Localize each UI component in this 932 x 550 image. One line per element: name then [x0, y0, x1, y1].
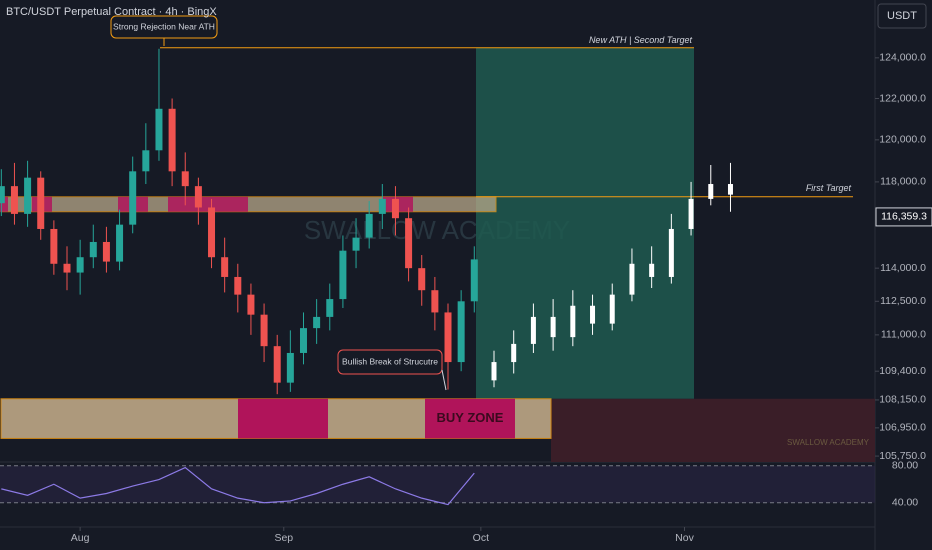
- candle-body: [727, 184, 733, 195]
- target-box: [476, 47, 694, 399]
- annotation-box: [337, 349, 443, 375]
- candle-body: [470, 259, 478, 302]
- rsi-tick-label: 80.00: [892, 459, 918, 471]
- candle-body: [431, 290, 439, 313]
- candle-body: [102, 241, 110, 262]
- candle-body: [24, 177, 32, 214]
- candle-body: [286, 352, 294, 383]
- candle-body: [142, 150, 150, 172]
- candle-body: [629, 263, 635, 295]
- buy-highlight: [238, 398, 328, 439]
- annotation: Strong Rejection Near ATH: [113, 21, 215, 31]
- buy-zone-label: BUY ZONE: [437, 410, 504, 425]
- currency-button[interactable]: [877, 3, 927, 29]
- candle-body: [668, 228, 674, 277]
- candle-body: [418, 268, 426, 291]
- candle-body: [0, 186, 5, 204]
- x-tick-label: Oct: [473, 532, 489, 544]
- current-price-tag: [875, 207, 932, 227]
- candle-body: [649, 263, 655, 277]
- risk-box: [551, 398, 875, 462]
- y-tick-label: 124,000.0: [879, 52, 926, 64]
- candle-body: [708, 184, 714, 199]
- candle-body: [444, 312, 452, 363]
- y-tick-label: 108,150.0: [879, 394, 926, 406]
- candle-body: [260, 314, 268, 347]
- candle-body: [155, 108, 163, 151]
- supply-highlight: [0, 196, 8, 212]
- candle-body: [50, 228, 58, 264]
- y-tick-label: 105,750.0: [879, 450, 926, 462]
- y-tick-label: 106,950.0: [879, 422, 926, 434]
- candle-body: [590, 305, 596, 324]
- candle-body: [10, 186, 18, 214]
- rsi-band: [0, 465, 875, 503]
- candle-body: [208, 207, 216, 258]
- y-tick-label: 114,000.0: [880, 262, 926, 274]
- supply-zone: [0, 196, 497, 213]
- y-tick-label: 120,000.0: [879, 134, 926, 146]
- annotation: Bullish Break of Strucutre: [342, 356, 438, 366]
- buy-highlight: [425, 398, 515, 439]
- first-target-label: First Target: [806, 183, 852, 193]
- candle-body: [365, 213, 373, 238]
- rsi-tick-label: 40.00: [892, 497, 918, 509]
- annotation-pointer: [441, 369, 447, 391]
- y-tick-label: 122,000.0: [879, 92, 926, 104]
- x-tick-label: Aug: [71, 532, 90, 544]
- y-tick-label: 112,500.0: [880, 295, 926, 307]
- candle-body: [194, 186, 202, 208]
- candle-body: [76, 257, 84, 273]
- candle-body: [116, 224, 124, 262]
- y-tick-label: 118,000.0: [880, 176, 926, 188]
- candle-body: [457, 301, 465, 363]
- candle-body: [221, 257, 229, 277]
- y-tick-label: 109,400.0: [879, 365, 926, 377]
- candle-body: [405, 218, 413, 269]
- candle-body: [299, 328, 307, 353]
- chart-title: BTC/USDT Perpetual Contract · 4h · BingX: [6, 6, 217, 18]
- candle-body: [89, 241, 97, 258]
- candle-body: [234, 276, 242, 295]
- candle-body: [63, 263, 71, 273]
- candle-body: [491, 362, 497, 381]
- candle-body: [550, 316, 556, 338]
- candle-body: [378, 198, 386, 214]
- candle-body: [391, 198, 399, 219]
- candle-body: [247, 294, 255, 315]
- signature: SWALLOW ACADEMY: [787, 438, 870, 447]
- y-tick-label: 111,000.0: [881, 329, 926, 341]
- candle-body: [168, 108, 176, 172]
- supply-highlight: [168, 196, 248, 212]
- candle-body: [129, 171, 137, 225]
- candle-body: [530, 316, 536, 344]
- rsi-line: [1, 466, 475, 506]
- candle-body: [313, 316, 321, 329]
- candle-body: [339, 250, 347, 300]
- candle-body: [688, 198, 694, 229]
- candle-body: [181, 171, 189, 187]
- candle-body: [511, 343, 517, 363]
- price-pane: SWALLOW ACADEMY BUY ZONE New ATH | Second …: [0, 15, 932, 544]
- candle-body: [352, 237, 360, 251]
- candle-body: [570, 305, 576, 338]
- x-tick-label: Sep: [274, 532, 293, 544]
- candle-body: [273, 346, 281, 383]
- candle-body: [609, 294, 615, 324]
- second-target-label: New ATH | Second Target: [589, 35, 693, 45]
- currency-label[interactable]: USDT: [887, 10, 917, 22]
- current-price-label: 116,359.3: [881, 211, 927, 223]
- candle-body: [37, 177, 45, 229]
- rsi-pane: 80.00 40.00: [0, 459, 918, 509]
- candle-body: [326, 299, 334, 317]
- x-tick-label: Nov: [675, 532, 694, 544]
